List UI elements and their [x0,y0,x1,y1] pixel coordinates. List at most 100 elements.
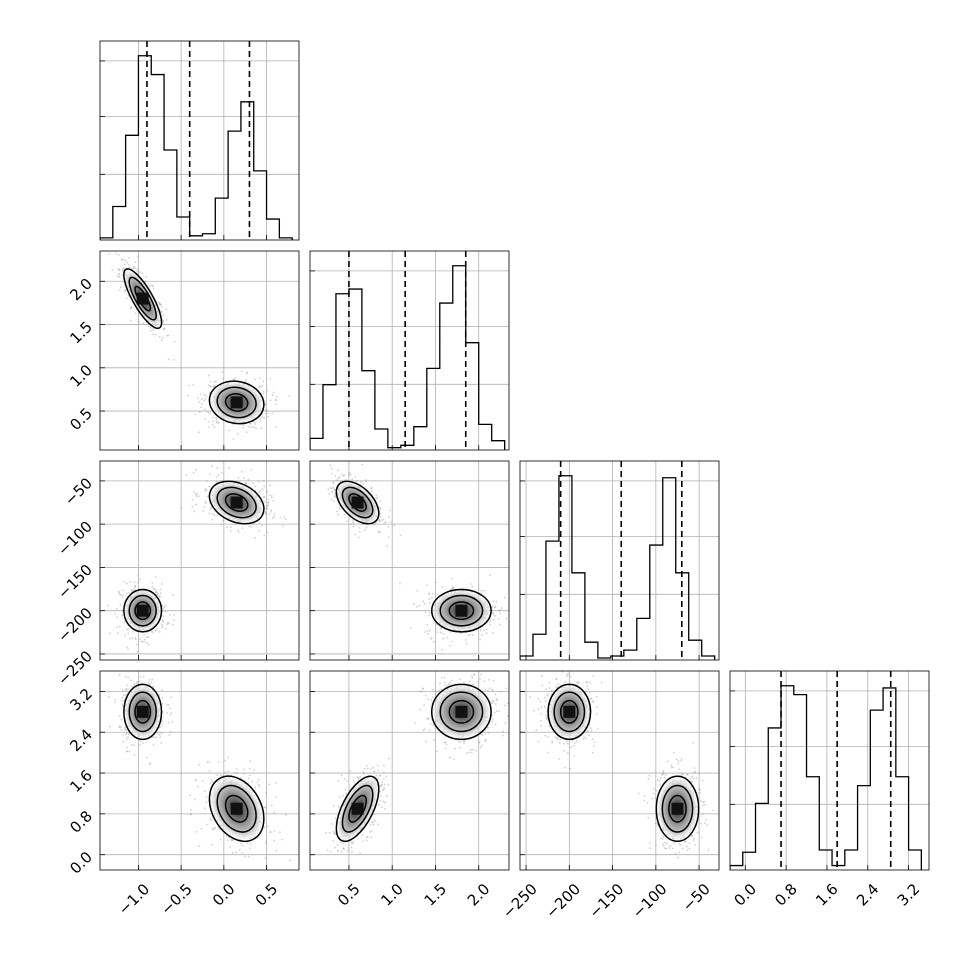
sample-point [544,734,546,737]
sample-point [533,709,536,712]
sample-point [273,515,275,518]
sample-point [428,598,431,600]
sample-point [692,839,695,842]
sample-point [264,409,267,412]
panel-content [310,251,509,450]
sample-point [171,720,174,723]
sample-point [366,835,369,838]
sample-point [592,675,595,678]
sample-point [161,336,164,339]
sample-point [161,626,164,629]
sample-point [122,589,124,592]
sample-point [346,849,349,852]
sample-point [136,650,139,653]
sample-point [546,694,549,697]
sample-point [264,856,267,859]
sample-point [154,629,157,632]
sample-point [505,617,508,620]
sample-point [494,615,497,617]
x-tick-label: 0.0 [209,880,239,910]
sample-point [163,327,166,330]
sample-point [243,772,246,775]
sample-point [662,770,665,773]
sample-point [153,736,156,739]
sample-point [369,823,372,826]
sample-point [424,631,426,633]
sample-point [459,746,461,749]
sample-point [332,482,335,484]
sample-point [426,623,429,626]
sample-point [114,698,117,701]
sample-point [484,689,487,692]
density-peak [230,396,243,409]
sample-point [383,522,386,525]
sample-point [378,531,381,533]
sample-point [282,525,285,528]
sample-point [343,513,346,516]
sample-point [570,746,573,749]
y-tick-label: −200 [54,604,96,646]
density-panel: −1.0 −0.5 0.0 0.50.00.81.62.43.2 [66,670,300,919]
sample-point [206,480,208,482]
histogram-panel [309,250,510,451]
sample-point [265,842,267,845]
density-contour [123,268,163,330]
sample-point [428,592,431,595]
sample-point [427,717,430,720]
sample-point [343,848,346,851]
sample-point [421,687,424,690]
sample-point [160,592,162,595]
density-contour [134,601,152,621]
sample-point [117,590,120,593]
sample-point [469,583,472,585]
sample-point [125,592,128,595]
sample-point [441,648,444,651]
sample-point [159,303,161,306]
sample-point [211,424,214,426]
sample-point [224,759,226,762]
sample-point [430,699,433,702]
sample-point [422,688,424,690]
sample-point [332,480,335,483]
panel-content [100,461,299,660]
sample-point [259,377,261,380]
sample-point [492,600,495,602]
sample-point [151,284,153,287]
sample-point [205,823,208,826]
sample-point [192,491,195,493]
sample-point [487,689,489,692]
sample-point [375,774,378,777]
panel-content [310,461,509,660]
sample-point [125,297,128,300]
sample-point [250,526,252,528]
sample-point [129,307,132,310]
sample-point [220,523,223,526]
sample-point [163,328,165,331]
sample-point [378,531,381,534]
sample-point [330,473,333,475]
sample-point [595,705,598,708]
density-contour [430,683,492,741]
sample-point [229,530,232,532]
sample-point [213,827,216,829]
y-tick-label: 0.8 [66,807,96,837]
sample-point [351,478,354,481]
sample-point [427,614,430,617]
sample-point [349,473,352,476]
sample-point [352,525,355,528]
sample-point [432,592,434,595]
sample-point [161,620,164,623]
sample-point [416,589,419,592]
density-contour [216,486,257,519]
sample-point [132,630,134,633]
sample-point [540,706,543,709]
sample-point [121,258,123,261]
sample-point [387,536,390,538]
sample-point [173,619,175,622]
sample-point [337,479,339,482]
sample-point [215,475,218,478]
sample-point [207,420,210,423]
sample-point [117,267,120,270]
sample-point [500,607,503,609]
sample-point [159,725,162,728]
